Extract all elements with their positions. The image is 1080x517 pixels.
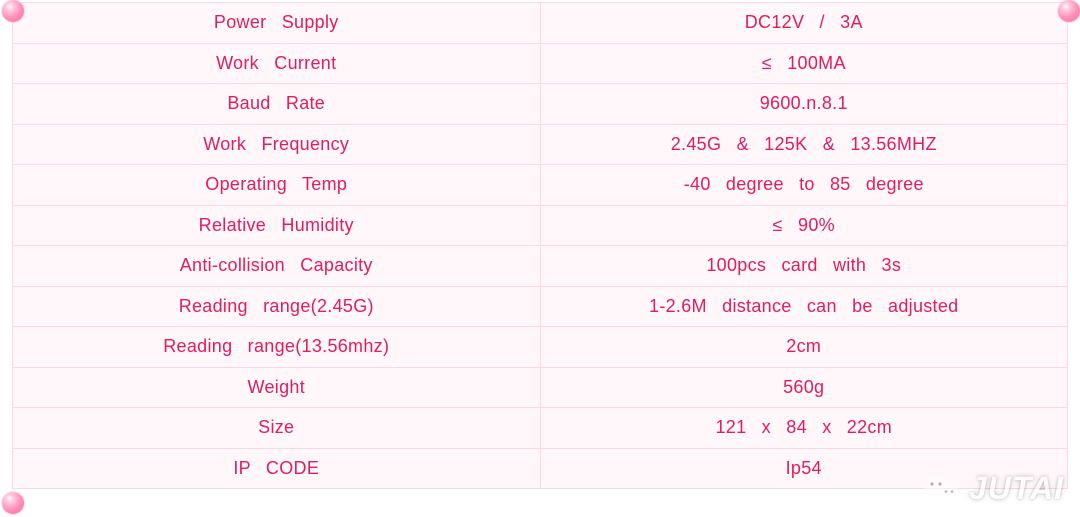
spec-label: Operating Temp [13, 165, 541, 206]
spec-label: Reading range(13.56mhz) [13, 327, 541, 368]
spec-label: Weight [13, 367, 541, 408]
table-row: Work Frequency 2.45G & 125K & 13.56MHZ [13, 124, 1068, 165]
table-row: Size 121 x 84 x 22cm [13, 408, 1068, 449]
spec-label: Size [13, 408, 541, 449]
table-row: Operating Temp -40 degree to 85 degree [13, 165, 1068, 206]
table-row: Reading range(13.56mhz) 2cm [13, 327, 1068, 368]
table-row: Weight 560g [13, 367, 1068, 408]
spec-value: ≤ 90% [540, 205, 1068, 246]
table-row: Reading range(2.45G) 1-2.6M distance can… [13, 286, 1068, 327]
table-row: Anti-collision Capacity 100pcs card with… [13, 246, 1068, 287]
spec-label: Relative Humidity [13, 205, 541, 246]
spec-label: Work Current [13, 43, 541, 84]
table-row: Power Supply DC12V / 3A [13, 3, 1068, 44]
spec-value: 9600.n.8.1 [540, 84, 1068, 125]
spec-label: Baud Rate [13, 84, 541, 125]
spec-value: 121 x 84 x 22cm [540, 408, 1068, 449]
spec-table: Power Supply DC12V / 3A Work Current ≤ 1… [12, 2, 1068, 489]
table-row: Baud Rate 9600.n.8.1 [13, 84, 1068, 125]
spec-value: 560g [540, 367, 1068, 408]
spec-table-body: Power Supply DC12V / 3A Work Current ≤ 1… [13, 3, 1068, 489]
page-root: Power Supply DC12V / 3A Work Current ≤ 1… [0, 0, 1080, 517]
spec-value: 100pcs card with 3s [540, 246, 1068, 287]
wechat-icon [923, 473, 961, 505]
spec-label: Anti-collision Capacity [13, 246, 541, 287]
corner-dot-icon [2, 492, 24, 514]
corner-dot-icon [1058, 0, 1080, 22]
spec-label: Reading range(2.45G) [13, 286, 541, 327]
spec-value: 2.45G & 125K & 13.56MHZ [540, 124, 1068, 165]
brand-text: JUTAI [969, 470, 1064, 507]
table-row: IP CODE Ip54 [13, 448, 1068, 489]
spec-value: 1-2.6M distance can be adjusted [540, 286, 1068, 327]
spec-value: ≤ 100MA [540, 43, 1068, 84]
brand-watermark: JUTAI [923, 470, 1064, 507]
spec-value: DC12V / 3A [540, 3, 1068, 44]
spec-label: IP CODE [13, 448, 541, 489]
corner-dot-icon [2, 0, 24, 22]
table-row: Work Current ≤ 100MA [13, 43, 1068, 84]
spec-label: Work Frequency [13, 124, 541, 165]
table-row: Relative Humidity ≤ 90% [13, 205, 1068, 246]
spec-label: Power Supply [13, 3, 541, 44]
spec-value: 2cm [540, 327, 1068, 368]
spec-value: -40 degree to 85 degree [540, 165, 1068, 206]
